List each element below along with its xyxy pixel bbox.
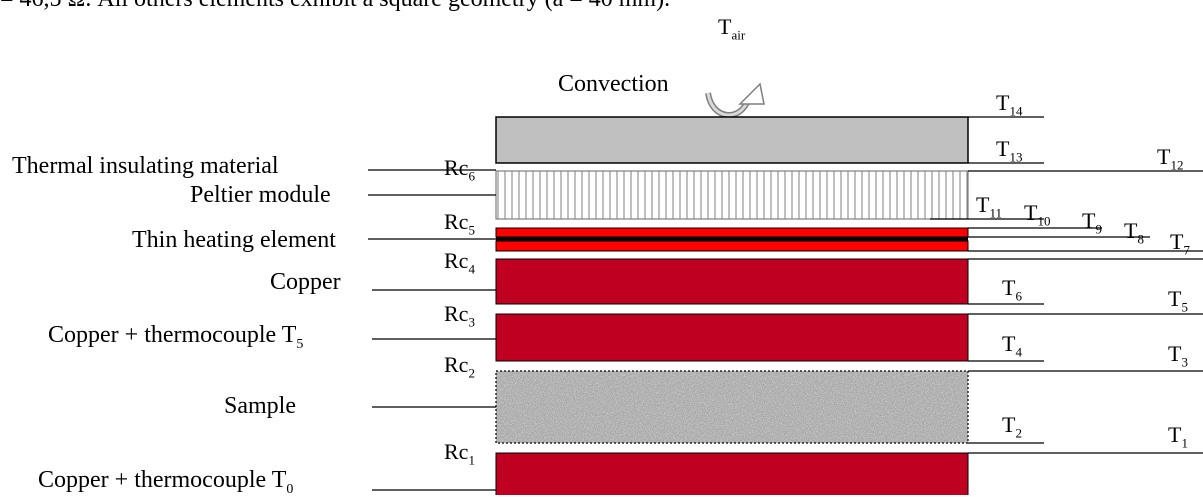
peltier-layer	[495, 170, 969, 220]
right-leader-lines	[930, 116, 1203, 454]
t3-label: T3	[1168, 341, 1188, 370]
layer-label-copper-t0: Copper + thermocouple T0	[38, 467, 294, 497]
insulation-layer	[495, 116, 969, 164]
rc4-label: Rc4	[444, 248, 475, 277]
heater-layer-bottom	[495, 240, 969, 252]
convection-arrow-icon	[705, 82, 765, 118]
layer-label-heater: Thin heating element	[132, 227, 336, 253]
t6-label: T6	[1002, 275, 1022, 304]
copper-thermocouple-t5-layer	[495, 313, 969, 362]
t10-label: T10	[1024, 200, 1051, 229]
layer-label-copper-t5: Copper + thermocouple T5	[48, 322, 304, 352]
t12-label: T12	[1157, 144, 1184, 173]
t7-label: T7	[1170, 229, 1190, 258]
layer-label-copper: Copper	[270, 269, 341, 295]
heater-layer-top	[495, 227, 969, 238]
layer-label-insulation: Thermal insulating material	[12, 153, 279, 179]
rc5-label: Rc5	[444, 209, 475, 238]
copper-layer	[495, 258, 969, 305]
heater-layer-mid	[496, 237, 968, 241]
air-temperature-label: Tair	[718, 14, 746, 43]
caption-fragment: = 46,5 Ω. All others elements exhibit a …	[0, 0, 670, 13]
rc6-label: Rc6	[444, 155, 475, 184]
rc1-label: Rc1	[444, 439, 475, 468]
t8-label: T8	[1124, 218, 1144, 247]
t13-label: T13	[996, 136, 1023, 165]
t1-label: T1	[1168, 422, 1188, 451]
layer-label-peltier: Peltier module	[190, 182, 331, 208]
t2-label: T2	[1002, 412, 1022, 441]
sample-layer	[495, 370, 969, 444]
t5-label: T5	[1168, 286, 1188, 315]
t4-label: T4	[1002, 331, 1022, 360]
convection-label: Convection	[558, 71, 669, 97]
rc3-label: Rc3	[444, 301, 475, 330]
copper-thermocouple-t0-layer	[495, 452, 969, 495]
t11-label: T11	[976, 192, 1002, 221]
t14-label: T14	[996, 90, 1023, 119]
layer-label-sample: Sample	[224, 393, 296, 419]
t9-label: T9	[1082, 208, 1102, 237]
rc2-label: Rc2	[444, 352, 475, 381]
left-leader-lines	[368, 169, 496, 491]
